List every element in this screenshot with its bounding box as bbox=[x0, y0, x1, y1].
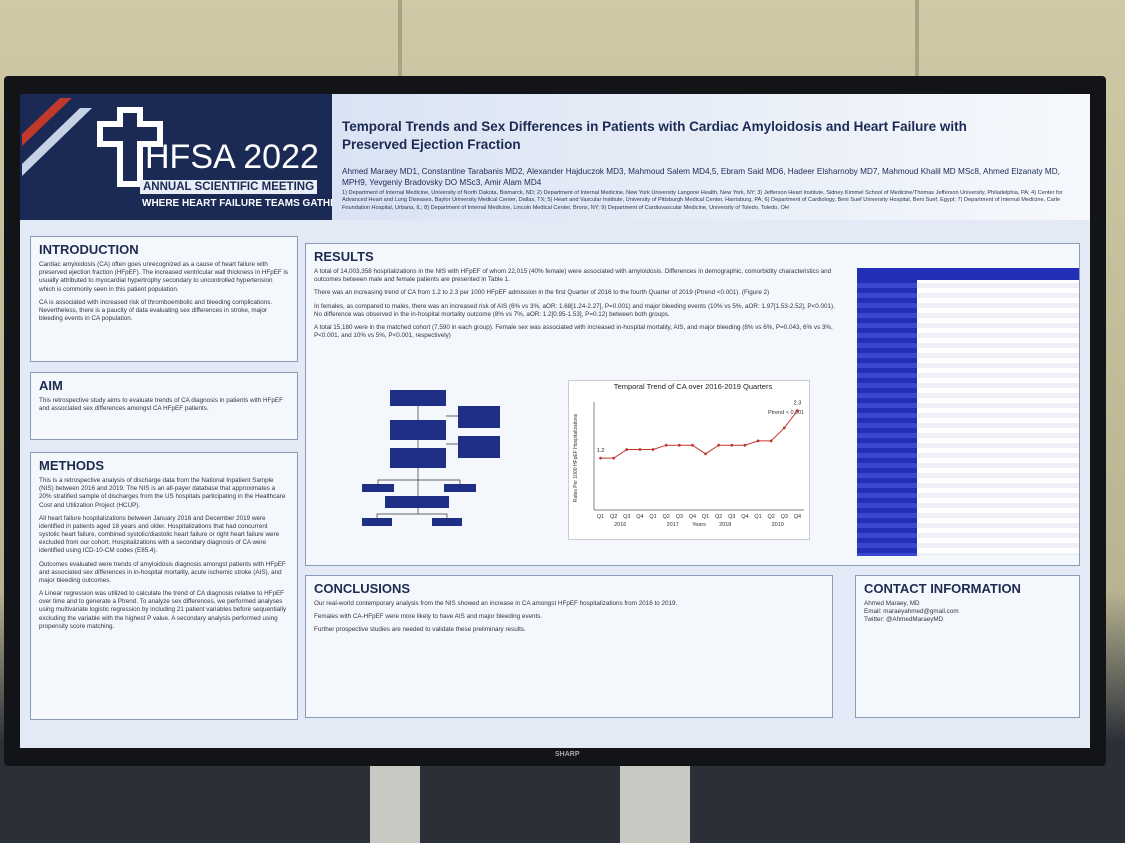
logo-subtitle: ANNUAL SCIENTIFIC MEETING bbox=[140, 180, 318, 194]
paragraph: Cardiac amyloidosis (CA) often goes unre… bbox=[39, 261, 289, 293]
paragraph: Our real-world contemporary analysis fro… bbox=[314, 600, 678, 607]
screen-brand: SHARP bbox=[555, 751, 580, 758]
contact-line: Twitter: @AhmedMaraeyMD bbox=[864, 616, 944, 624]
paragraph: A total of 14,003,358 hospitalizations i… bbox=[314, 268, 832, 284]
x-tick-label: Q4 bbox=[636, 514, 643, 520]
results-text: A total of 14,003,358 hospitalizations i… bbox=[314, 268, 844, 340]
paragraph: All heart failure hospitalizations betwe… bbox=[39, 514, 280, 555]
logo-tagline: WHERE HEART FAILURE TEAMS GATHER bbox=[142, 198, 345, 209]
table-column bbox=[857, 268, 917, 556]
flow-arrows bbox=[376, 406, 461, 518]
paragraph: A total 15,180 were in the matched cohor… bbox=[314, 323, 833, 340]
logo-title: HFSA 2022 bbox=[145, 138, 319, 176]
x-group-label: 2016 bbox=[614, 522, 626, 528]
line-chart: Temporal Trend of CA over 2016-2019 Quar… bbox=[573, 382, 804, 528]
heading: RESULTS bbox=[314, 249, 374, 264]
point bbox=[677, 443, 681, 447]
point bbox=[704, 452, 707, 456]
point bbox=[782, 426, 786, 430]
flow-diagram bbox=[362, 390, 500, 526]
paragraph: This is a retrospective analysis of disc… bbox=[39, 477, 286, 509]
point bbox=[730, 443, 734, 447]
logo-cross bbox=[97, 107, 163, 187]
heading: INTRODUCTION bbox=[39, 242, 139, 257]
heading: METHODS bbox=[39, 458, 104, 473]
point bbox=[691, 443, 694, 447]
point bbox=[638, 448, 642, 451]
heading: CONCLUSIONS bbox=[314, 581, 411, 596]
point bbox=[625, 448, 629, 451]
paragraph: A Linear regression was utilized to calc… bbox=[39, 590, 287, 630]
y-axis-label: Rates Per 1000 HFpEF Hospitalizations bbox=[573, 413, 579, 502]
paragraph: Females with CA-HFpEF were more likely t… bbox=[314, 613, 543, 621]
annotation: Ptrend < 0.001 bbox=[768, 410, 804, 416]
introduction-panel: INTRODUCTION Cardiac amyloidosis (CA) of… bbox=[30, 236, 298, 362]
point bbox=[599, 456, 602, 460]
stand bbox=[370, 766, 420, 843]
paragraph: This retrospective study aims to evaluat… bbox=[39, 397, 283, 413]
x-group-label: 2017 bbox=[667, 522, 679, 528]
logo-graphic bbox=[22, 98, 163, 187]
title-band bbox=[332, 94, 1090, 220]
wall-frame bbox=[398, 0, 402, 80]
x-tick-label: Q1 bbox=[597, 514, 604, 520]
x-tick-label: Q4 bbox=[689, 514, 696, 520]
x-tick-label: Q1 bbox=[754, 514, 761, 520]
data-label: 2.3 bbox=[794, 401, 802, 407]
x-tick-label: Q2 bbox=[768, 514, 775, 520]
x-tick-label: Q3 bbox=[728, 514, 735, 520]
x-group-label: 2019 bbox=[772, 522, 784, 528]
x-tick-label: Q2 bbox=[610, 514, 617, 520]
stripe bbox=[22, 108, 92, 176]
contact-line: Ahmed Maraey, MD bbox=[864, 600, 920, 607]
data-label: 1.2 bbox=[597, 448, 605, 454]
contact-line: Email: maraeyahmed@gmail.com bbox=[864, 608, 959, 616]
point bbox=[651, 448, 655, 451]
flow-boxes bbox=[362, 390, 500, 526]
poster-title: Temporal Trends and Sex Differences in P… bbox=[342, 119, 967, 152]
point bbox=[717, 443, 721, 447]
x-axis-label: Years bbox=[692, 522, 706, 528]
heading: AIM bbox=[39, 378, 63, 393]
point bbox=[612, 456, 616, 460]
paragraph: In females, as compared to males, there … bbox=[314, 302, 835, 318]
point bbox=[756, 439, 760, 443]
paragraph: Outcomes evaluated were trends of amyloi… bbox=[39, 560, 286, 584]
aim-panel: AIM This retrospective study aims to eva… bbox=[30, 372, 298, 440]
paragraph: There was an increasing trend of CA from… bbox=[314, 289, 770, 297]
x-tick-label: Q3 bbox=[623, 514, 630, 520]
point bbox=[769, 439, 773, 443]
x-tick-label: Q4 bbox=[741, 514, 748, 520]
x-group-label: 2018 bbox=[719, 522, 731, 528]
wall-frame bbox=[915, 0, 919, 80]
stripe bbox=[22, 98, 72, 146]
x-tick-label: Q3 bbox=[676, 514, 683, 520]
point bbox=[796, 409, 799, 413]
authors: Ahmed Maraey MD1, Constantine Tarabanis … bbox=[342, 167, 1060, 188]
x-tick-label: Q1 bbox=[702, 514, 709, 520]
point bbox=[664, 443, 668, 447]
point bbox=[743, 443, 747, 447]
logo-band bbox=[20, 94, 332, 220]
conclusions-panel: CONCLUSIONS Our real-world contemporary … bbox=[305, 575, 833, 718]
paragraph: Further prospective studies are needed t… bbox=[314, 626, 526, 634]
x-tick-label: Q4 bbox=[794, 514, 801, 520]
stand bbox=[620, 766, 690, 843]
x-tick-label: Q2 bbox=[715, 514, 722, 520]
chart-frame bbox=[568, 380, 810, 540]
contact-panel: CONTACT INFORMATION Ahmed Maraey, MD Ema… bbox=[855, 575, 1080, 718]
table-header bbox=[857, 268, 1079, 280]
paragraph: CA is associated with increased risk of … bbox=[39, 298, 273, 323]
x-tick-label: Q2 bbox=[663, 514, 670, 520]
trend-line bbox=[600, 410, 798, 459]
affiliations: 1) Department of Internal Medicine, Univ… bbox=[342, 190, 1063, 211]
heading: CONTACT INFORMATION bbox=[864, 581, 1021, 596]
methods-panel: METHODS This is a retrospective analysis… bbox=[30, 452, 298, 720]
x-tick-label: Q1 bbox=[649, 514, 656, 520]
chart-title: Temporal Trend of CA over 2016-2019 Quar… bbox=[614, 382, 773, 391]
x-tick-label: Q3 bbox=[781, 514, 788, 520]
